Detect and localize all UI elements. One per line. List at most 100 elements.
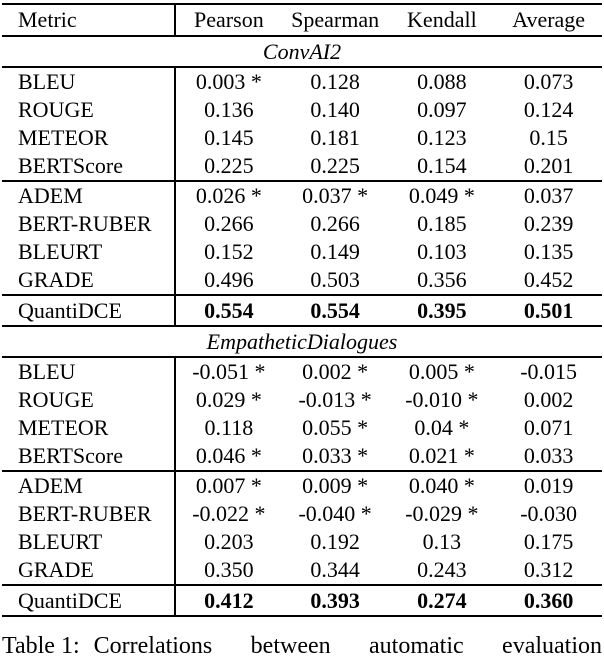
- col-header-spearman: Spearman: [291, 7, 380, 32]
- col-header-average: Average: [512, 7, 586, 32]
- value-cell: 0.033: [523, 443, 574, 468]
- metric-cell: METEOR: [2, 124, 176, 152]
- value-cell: 0.395: [417, 298, 467, 323]
- metric-cell: BLEURT: [2, 528, 176, 556]
- value-cell: -0.015: [520, 359, 578, 384]
- value-cell: 0.005 *: [408, 359, 475, 384]
- metric-cell: METEOR: [2, 414, 176, 442]
- section-title-label: EmpatheticDialogues: [206, 329, 398, 354]
- value-cell: 0.037: [523, 183, 574, 208]
- caption-text: Correlations between automatic evaluatio…: [93, 633, 602, 659]
- value-cell: 0.274: [417, 588, 467, 613]
- caption-label: Table 1:: [2, 633, 80, 659]
- correlation-table: Metric Pearson Spearman Kendall Average …: [2, 3, 602, 617]
- value-cell: 0.135: [523, 239, 574, 264]
- value-cell: 0.501: [523, 298, 574, 323]
- table-row-meteor: METEOR 0.118 0.055 * 0.04 * 0.071: [2, 414, 602, 442]
- value-cell: 0.266: [310, 211, 360, 236]
- metric-cell: BERTScore: [2, 152, 176, 181]
- value-cell: 0.118: [204, 415, 254, 440]
- value-cell: 0.452: [523, 267, 574, 292]
- section-title-label: ConvAI2: [262, 39, 342, 64]
- metric-cell: BERT-RUBER: [2, 210, 176, 238]
- value-cell: 0.185: [417, 211, 467, 236]
- metric-cell: BERT-RUBER: [2, 500, 176, 528]
- metric-cell: QuantiDCE: [2, 585, 176, 616]
- value-cell: 0.019: [523, 473, 574, 498]
- value-cell: -0.010 *: [405, 387, 479, 412]
- table-row-bert-ruber: BERT-RUBER -0.022 * -0.040 * -0.029 * -0…: [2, 500, 602, 528]
- value-cell: -0.022 *: [192, 501, 266, 526]
- value-cell: -0.051 *: [192, 359, 266, 384]
- value-cell: -0.029 *: [405, 501, 479, 526]
- value-cell: 0.154: [417, 153, 467, 178]
- table-row-bleu: BLEU -0.051 * 0.002 * 0.005 * -0.015: [2, 357, 602, 386]
- value-cell: 0.002: [523, 387, 574, 412]
- value-cell: 0.136: [204, 97, 254, 122]
- metric-cell: ROUGE: [2, 386, 176, 414]
- value-cell: 0.128: [310, 69, 360, 94]
- metric-cell: ADEM: [2, 181, 176, 210]
- value-cell: 0.356: [417, 267, 467, 292]
- value-cell: 0.181: [310, 125, 360, 150]
- value-cell: 0.029 *: [195, 387, 262, 412]
- value-cell: 0.152: [204, 239, 254, 264]
- table-row-meteor: METEOR 0.145 0.181 0.123 0.15: [2, 124, 602, 152]
- table-row-bleu: BLEU 0.003 * 0.128 0.088 0.073: [2, 67, 602, 96]
- value-cell: 0.239: [523, 211, 574, 236]
- table-row-adem: ADEM 0.007 * 0.009 * 0.040 * 0.019: [2, 471, 602, 500]
- value-cell: 0.312: [523, 557, 574, 582]
- value-cell: -0.030: [520, 501, 578, 526]
- value-cell: 0.266: [204, 211, 254, 236]
- value-cell: 0.088: [417, 69, 467, 94]
- value-cell: 0.026 *: [195, 183, 262, 208]
- table-row-rouge: ROUGE 0.136 0.140 0.097 0.124: [2, 96, 602, 124]
- col-header-metric: Metric: [2, 4, 176, 36]
- table-row-bertscore: BERTScore 0.046 * 0.033 * 0.021 * 0.033: [2, 442, 602, 471]
- metric-cell: ROUGE: [2, 96, 176, 124]
- value-cell: 0.124: [523, 97, 574, 122]
- header-row: Metric Pearson Spearman Kendall Average: [2, 4, 602, 36]
- value-cell: 0.046 *: [195, 443, 262, 468]
- table-caption: Table 1: Correlations between automatic …: [2, 631, 602, 661]
- value-cell: 0.503: [310, 267, 360, 292]
- value-cell: 0.175: [523, 529, 574, 554]
- value-cell: 0.040 *: [408, 473, 475, 498]
- value-cell: 0.225: [204, 153, 254, 178]
- table-row-adem: ADEM 0.026 * 0.037 * 0.049 * 0.037: [2, 181, 602, 210]
- metric-cell: GRADE: [2, 556, 176, 585]
- section-title-convai2: ConvAI2: [2, 36, 602, 67]
- value-cell: 0.412: [204, 588, 254, 613]
- value-cell: 0.037 *: [302, 183, 369, 208]
- col-header-kendall: Kendall: [407, 7, 477, 32]
- value-cell: 0.021 *: [408, 443, 475, 468]
- table-row-quantidce: QuantiDCE 0.412 0.393 0.274 0.360: [2, 585, 602, 616]
- table-row-bertscore: BERTScore 0.225 0.225 0.154 0.201: [2, 152, 602, 181]
- value-cell: 0.033 *: [302, 443, 369, 468]
- value-cell: 0.360: [523, 588, 574, 613]
- value-cell: 0.055 *: [302, 415, 369, 440]
- value-cell: 0.003 *: [195, 69, 262, 94]
- table-row-bleurt: BLEURT 0.203 0.192 0.13 0.175: [2, 528, 602, 556]
- value-cell: 0.225: [310, 153, 360, 178]
- value-cell: 0.554: [310, 298, 360, 323]
- table-row-grade: GRADE 0.496 0.503 0.356 0.452: [2, 266, 602, 295]
- table-row-quantidce: QuantiDCE 0.554 0.554 0.395 0.501: [2, 295, 602, 326]
- section-title-empatheticdialogues: EmpatheticDialogues: [2, 326, 602, 357]
- value-cell: 0.04 *: [414, 415, 470, 440]
- value-cell: 0.149: [310, 239, 360, 264]
- value-cell: 0.201: [523, 153, 574, 178]
- value-cell: 0.103: [417, 239, 467, 264]
- metric-cell: BLEU: [2, 67, 176, 96]
- value-cell: 0.393: [310, 588, 360, 613]
- value-cell: 0.496: [204, 267, 254, 292]
- value-cell: 0.009 *: [302, 473, 369, 498]
- value-cell: 0.350: [204, 557, 254, 582]
- value-cell: 0.123: [417, 125, 467, 150]
- value-cell: 0.140: [310, 97, 360, 122]
- value-cell: 0.145: [204, 125, 254, 150]
- metric-cell: BERTScore: [2, 442, 176, 471]
- value-cell: 0.073: [523, 69, 574, 94]
- metric-cell: QuantiDCE: [2, 295, 176, 326]
- table-row-bert-ruber: BERT-RUBER 0.266 0.266 0.185 0.239: [2, 210, 602, 238]
